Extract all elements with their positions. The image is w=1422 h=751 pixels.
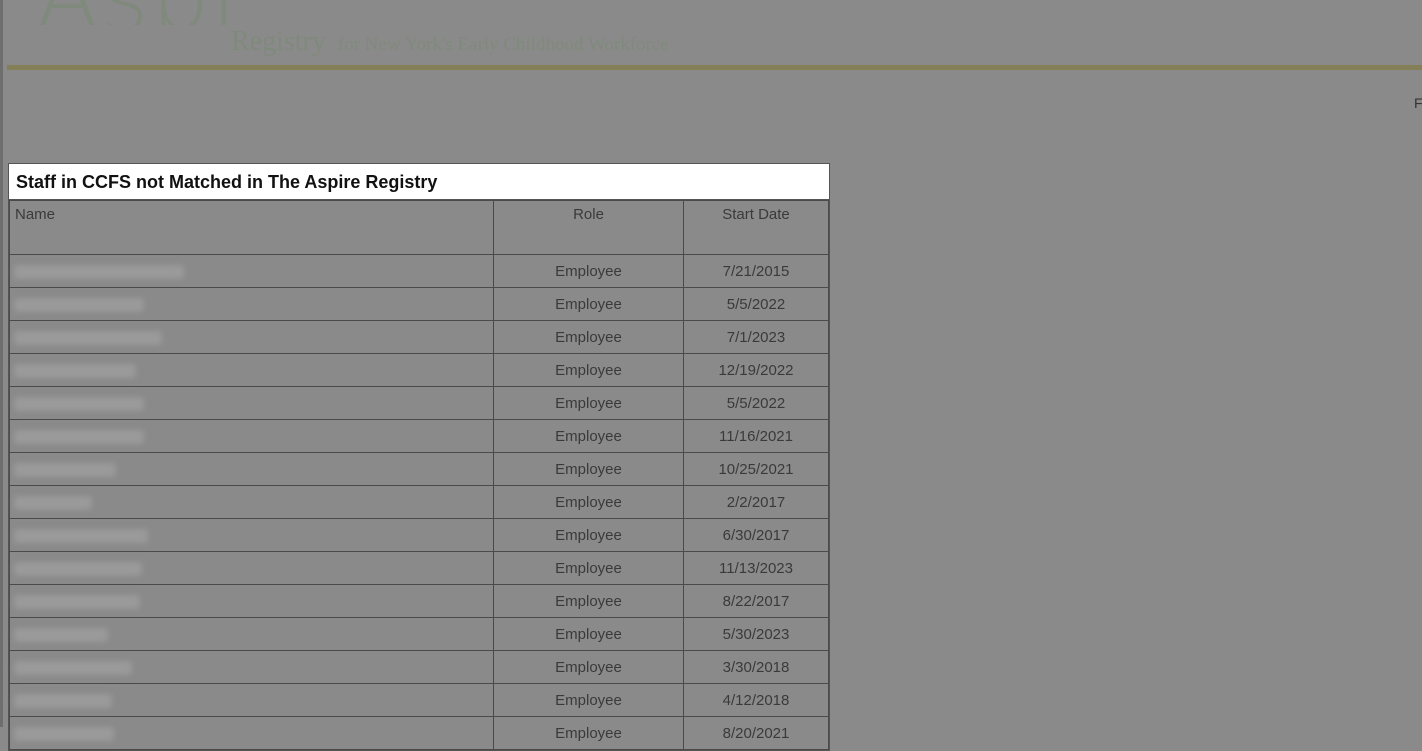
logo-aspire: Aspire	[36, 0, 236, 25]
table-row: Employee 7/1/2023	[9, 320, 829, 354]
logo-line: Registry for New York's Early Childhood …	[231, 26, 669, 60]
staff-table: Name Role Start Date Employee 7/21/2015 …	[9, 200, 829, 750]
cut-off-text: F	[1414, 95, 1422, 111]
start-date-cell: 2/2/2017	[683, 485, 829, 519]
staff-name-cell	[9, 485, 494, 519]
staff-name-cell	[9, 551, 494, 585]
redacted-name	[14, 429, 144, 444]
redacted-name	[14, 363, 136, 378]
redacted-name	[14, 726, 114, 741]
staff-name-cell	[9, 353, 494, 387]
staff-name-cell	[9, 650, 494, 684]
table-header-row: Name Role Start Date	[9, 200, 829, 255]
table-row: Employee 5/5/2022	[9, 386, 829, 420]
redacted-name	[14, 693, 112, 708]
role-cell: Employee	[493, 419, 684, 453]
table-row: Employee 5/30/2023	[9, 617, 829, 651]
role-cell: Employee	[493, 683, 684, 717]
redacted-name	[14, 264, 184, 279]
role-cell: Employee	[493, 716, 684, 750]
logo-registry: Registry	[231, 26, 326, 57]
table-row: Employee 11/13/2023	[9, 551, 829, 585]
staff-name-cell	[9, 386, 494, 420]
staff-name-cell	[9, 683, 494, 717]
redacted-name	[14, 396, 144, 411]
table-row: Employee 6/30/2017	[9, 518, 829, 552]
redacted-name	[14, 594, 140, 609]
table-row: Employee 4/12/2018	[9, 683, 829, 717]
role-cell: Employee	[493, 353, 684, 387]
start-date-cell: 4/12/2018	[683, 683, 829, 717]
role-cell: Employee	[493, 518, 684, 552]
start-date-cell: 5/5/2022	[683, 287, 829, 321]
staff-name-cell	[9, 254, 494, 288]
redacted-name	[14, 495, 92, 510]
role-cell: Employee	[493, 617, 684, 651]
panel-title: Staff in CCFS not Matched in The Aspire …	[9, 164, 829, 200]
staff-name-cell	[9, 320, 494, 354]
start-date-cell: 11/16/2021	[683, 419, 829, 453]
table-row: Employee 3/30/2018	[9, 650, 829, 684]
start-date-cell: 12/19/2022	[683, 353, 829, 387]
start-date-cell: 10/25/2021	[683, 452, 829, 486]
table-row: Employee 11/16/2021	[9, 419, 829, 453]
start-date-cell: 11/13/2023	[683, 551, 829, 585]
header-divider	[7, 65, 1422, 70]
table-row: Employee 8/20/2021	[9, 716, 829, 750]
redacted-name	[14, 330, 162, 345]
column-header-start-date[interactable]: Start Date	[683, 200, 829, 255]
role-cell: Employee	[493, 320, 684, 354]
window-edge	[0, 0, 3, 727]
start-date-cell: 5/30/2023	[683, 617, 829, 651]
redacted-name	[14, 462, 116, 477]
redacted-name	[14, 561, 142, 576]
role-cell: Employee	[493, 452, 684, 486]
staff-name-cell	[9, 419, 494, 453]
start-date-cell: 7/21/2015	[683, 254, 829, 288]
role-cell: Employee	[493, 584, 684, 618]
start-date-cell: 7/1/2023	[683, 320, 829, 354]
role-cell: Employee	[493, 386, 684, 420]
start-date-cell: 3/30/2018	[683, 650, 829, 684]
role-cell: Employee	[493, 254, 684, 288]
table-row: Employee 10/25/2021	[9, 452, 829, 486]
start-date-cell: 6/30/2017	[683, 518, 829, 552]
table-row: Employee 8/22/2017	[9, 584, 829, 618]
staff-name-cell	[9, 584, 494, 618]
staff-name-cell	[9, 518, 494, 552]
redacted-name	[14, 297, 144, 312]
logo-tagline: for New York's Early Childhood Workforce	[337, 34, 669, 55]
staff-name-cell	[9, 716, 494, 750]
redacted-name	[14, 627, 108, 642]
staff-name-cell	[9, 287, 494, 321]
column-header-name[interactable]: Name	[9, 200, 494, 255]
staff-name-cell	[9, 617, 494, 651]
redacted-name	[14, 660, 132, 675]
table-row: Employee 7/21/2015	[9, 254, 829, 288]
column-header-role[interactable]: Role	[493, 200, 684, 255]
logo-clip: Aspire	[36, 0, 236, 25]
role-cell: Employee	[493, 551, 684, 585]
staff-name-cell	[9, 452, 494, 486]
table-row: Employee 12/19/2022	[9, 353, 829, 387]
table-row: Employee 2/2/2017	[9, 485, 829, 519]
start-date-cell: 5/5/2022	[683, 386, 829, 420]
start-date-cell: 8/22/2017	[683, 584, 829, 618]
role-cell: Employee	[493, 287, 684, 321]
unmatched-staff-panel: Staff in CCFS not Matched in The Aspire …	[8, 163, 830, 751]
start-date-cell: 8/20/2021	[683, 716, 829, 750]
table-row: Employee 5/5/2022	[9, 287, 829, 321]
redacted-name	[14, 528, 148, 543]
role-cell: Employee	[493, 485, 684, 519]
role-cell: Employee	[493, 650, 684, 684]
